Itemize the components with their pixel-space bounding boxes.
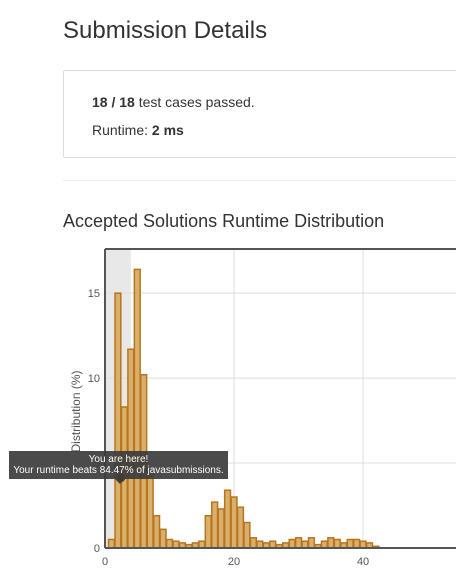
distribution-bar bbox=[146, 470, 154, 549]
distribution-bar bbox=[243, 521, 251, 549]
x-tick-label: 20 bbox=[228, 556, 240, 568]
distribution-bar bbox=[256, 540, 264, 549]
runtime-label: Runtime: bbox=[92, 122, 152, 138]
distribution-bar bbox=[152, 514, 161, 549]
distribution-bar bbox=[127, 348, 135, 549]
runtime-line: Runtime: 2 ms bbox=[92, 122, 184, 138]
distribution-bar bbox=[114, 292, 122, 549]
distribution-bar bbox=[204, 514, 212, 549]
distribution-bar bbox=[301, 540, 309, 549]
runtime-value: 2 ms bbox=[151, 122, 184, 138]
y-tick-label: 0 bbox=[94, 543, 100, 555]
runtime-distribution-chart[interactable]: 0510150204060Distribution (%) bbox=[0, 240, 456, 585]
x-tick-label: 0 bbox=[102, 556, 108, 568]
distribution-bar bbox=[249, 537, 258, 549]
distribution-bar bbox=[236, 506, 245, 549]
distribution-bar bbox=[327, 537, 335, 549]
distribution-bar bbox=[359, 540, 367, 549]
distribution-bar bbox=[307, 537, 316, 549]
x-tick-label: 40 bbox=[357, 556, 369, 568]
y-tick-label: 10 bbox=[88, 373, 100, 385]
distribution-bar bbox=[107, 538, 116, 549]
distribution-bar bbox=[159, 528, 167, 549]
distribution-bar bbox=[288, 538, 296, 549]
test-cases-line: 18 / 18 test cases passed. bbox=[92, 94, 255, 110]
distribution-bar bbox=[346, 538, 354, 549]
runtime-distribution-title: Accepted Solutions Runtime Distribution bbox=[63, 211, 385, 231]
test-cases-label: test cases passed. bbox=[134, 94, 255, 110]
distribution-bar bbox=[172, 540, 180, 549]
section-divider bbox=[63, 180, 456, 181]
plot-area bbox=[105, 249, 456, 548]
distribution-bar bbox=[211, 501, 219, 549]
distribution-bar bbox=[320, 540, 329, 549]
distribution-bar bbox=[165, 538, 174, 549]
submission-summary-panel: 18 / 18 test cases passed. Runtime: 2 ms bbox=[63, 70, 456, 158]
distribution-bar bbox=[217, 508, 225, 549]
distribution-bar bbox=[352, 538, 361, 549]
distribution-bar bbox=[133, 268, 141, 549]
y-axis-label: Distribution (%) bbox=[69, 370, 83, 452]
distribution-bar bbox=[333, 538, 341, 549]
y-tick-label: 15 bbox=[88, 288, 100, 300]
tooltip-text: Your runtime beats 84.47% of javasubmiss… bbox=[13, 465, 224, 476]
you-are-here-tooltip: You are here! Your runtime beats 84.47% … bbox=[9, 451, 228, 479]
test-cases-count: 18 / 18 bbox=[92, 94, 135, 110]
distribution-bar bbox=[198, 540, 206, 549]
distribution-bar bbox=[223, 489, 232, 549]
distribution-bar bbox=[230, 496, 238, 549]
page-title: Submission Details bbox=[63, 17, 268, 44]
distribution-bar bbox=[269, 540, 277, 549]
tooltip-title: You are here! bbox=[88, 454, 149, 465]
tooltip-arrow bbox=[115, 479, 125, 484]
distribution-bar bbox=[294, 537, 303, 549]
